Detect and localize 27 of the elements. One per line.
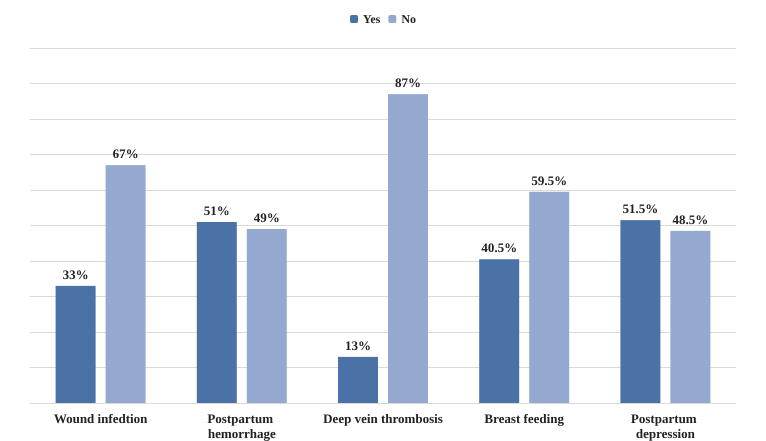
bar <box>56 286 96 403</box>
bar <box>529 192 570 403</box>
data-label: 48.5% <box>672 212 708 227</box>
x-tick-label: Wound infedtion <box>54 411 148 426</box>
bar <box>620 220 660 403</box>
data-label: 49% <box>254 210 280 226</box>
x-tick-label: Postpartum depression <box>630 411 700 441</box>
x-tick-label: Postpartum hemorrhage <box>207 411 276 441</box>
data-label: 51% <box>204 202 230 218</box>
data-label: 87% <box>395 75 421 90</box>
data-label: 40.5% <box>481 240 518 256</box>
data-label: 67% <box>112 146 139 162</box>
legend-label: No <box>401 12 416 26</box>
bar <box>246 229 287 403</box>
x-tick-label: Breast feeding <box>484 411 564 426</box>
bar <box>388 94 428 403</box>
x-tick-label: Deep vein thrombosis <box>323 411 443 426</box>
legend-label: Yes <box>363 12 381 26</box>
data-label: 59.5% <box>531 172 568 188</box>
data-label: 51.5% <box>622 201 658 216</box>
bar <box>106 165 146 403</box>
data-label: 33% <box>62 266 89 282</box>
bar <box>479 259 520 403</box>
bar <box>338 356 378 403</box>
bar <box>670 230 710 403</box>
data-label: 13% <box>345 338 371 353</box>
bar <box>196 222 237 403</box>
